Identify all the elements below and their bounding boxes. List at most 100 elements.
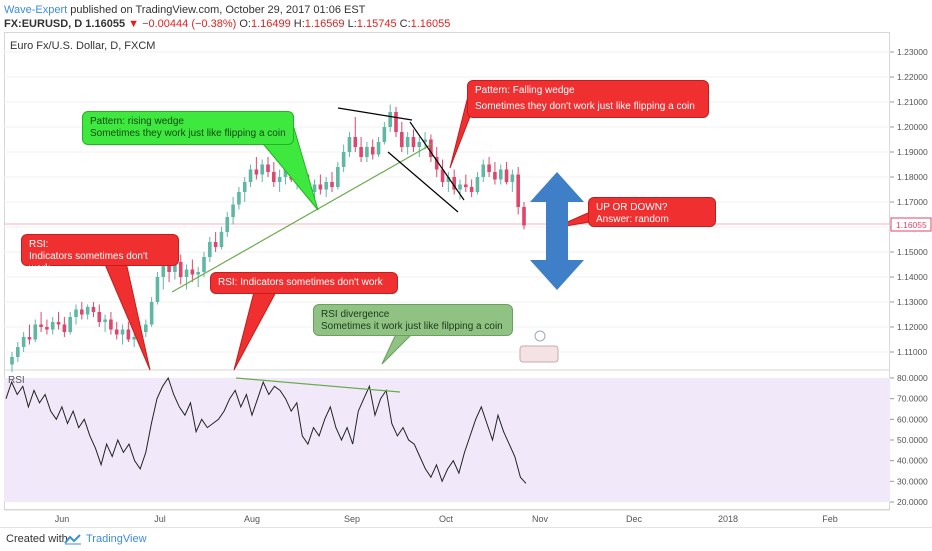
candle-body [27, 337, 32, 340]
candle-body [394, 112, 398, 132]
candle-body [254, 169, 259, 175]
rsi-divergence-line [235, 377, 401, 393]
candle-body [39, 324, 43, 327]
candle-body [452, 177, 456, 190]
candle-body [318, 184, 323, 190]
candle-body [225, 217, 230, 232]
candle-body [103, 319, 107, 322]
x-tick-label: Aug [244, 514, 260, 524]
footer: Created with TradingView [0, 527, 932, 551]
x-tick-label: Oct [439, 514, 454, 524]
candle-body [388, 112, 392, 127]
candle-body [446, 177, 451, 182]
candle-body [277, 177, 282, 182]
high-value: 1.16569 [304, 18, 345, 30]
candle-body [56, 322, 61, 325]
candle-body [178, 262, 183, 277]
candle-body [266, 164, 270, 172]
candle-body [85, 307, 90, 315]
candle-body [475, 177, 480, 192]
rsi-callout-left: RSI: Indicators sometimes don't work [21, 234, 179, 274]
y-tick-label: 1.18000 [897, 172, 928, 182]
price-tag-box [890, 217, 932, 232]
candle-body [161, 264, 166, 277]
candle-body [120, 329, 125, 335]
author-link[interactable]: Wave-Expert [4, 4, 68, 16]
flag-event-icon [519, 345, 559, 363]
callout-line: Pattern: rising wedge [90, 116, 184, 127]
rsi-callout-mid: RSI: Indicators sometimes don't work [210, 272, 398, 294]
event-marker-icon [534, 330, 546, 342]
candle-body [522, 207, 526, 226]
high-label: H: [293, 18, 305, 30]
low-value: 1.15745 [356, 18, 397, 30]
down-arrow-icon [530, 232, 584, 290]
wedge-right-line [409, 121, 465, 201]
candle-body [498, 169, 503, 180]
candle-body [97, 312, 102, 322]
candle-body [190, 269, 195, 275]
rsi-y-tick-label: 20.0000 [897, 497, 928, 507]
rsi-line [5, 376, 527, 484]
y-tick-label: 1.22000 [897, 72, 928, 82]
candle-body [370, 147, 375, 155]
rsi-y-tick-label: 40.0000 [897, 456, 928, 466]
x-tick-label: Nov [532, 514, 549, 524]
wedge-upper-line [337, 107, 413, 121]
candle-body [10, 357, 14, 365]
tradingview-logo-icon [64, 534, 81, 545]
tradingview-link[interactable]: TradingView [86, 533, 147, 545]
candle-body [405, 137, 410, 147]
candle-body [440, 169, 445, 182]
quote-line: FX:EURUSD, D 1.16055 ▼ −0.00444 (−0.38%)… [4, 18, 450, 30]
y-tick-label: 1.11000 [897, 347, 927, 357]
candle-body [114, 329, 119, 335]
callout-line: Indicators sometimes don't work [29, 251, 148, 274]
candle-body [68, 317, 72, 332]
x-tick-label: Jun [55, 514, 70, 524]
x-tick-label: Dec [626, 514, 643, 524]
candle-body [272, 172, 276, 182]
candle-body [312, 184, 317, 192]
candle-body [324, 182, 328, 190]
candle-body [510, 174, 515, 182]
candle-body [516, 174, 520, 207]
publish-info: published on TradingView.com, October 29… [70, 4, 366, 16]
candle-body [469, 187, 474, 192]
rsi-y-tick-label: 30.0000 [897, 476, 928, 486]
candle-body [493, 172, 497, 180]
candle-body [21, 337, 26, 347]
candle-body [382, 127, 387, 142]
candle-body [417, 142, 422, 147]
candle-body [336, 167, 340, 187]
last-price: 1.16055 [85, 18, 126, 30]
candle-body [144, 324, 148, 332]
y-tick-label: 1.13000 [897, 297, 928, 307]
candle-body [347, 137, 352, 152]
candle-body [74, 309, 78, 317]
candle-body [359, 147, 363, 157]
candle-body [411, 137, 416, 147]
candle-body [341, 152, 346, 167]
rising-wedge-callout: Pattern: rising wedge Sometimes they wor… [82, 111, 294, 145]
candle-body [353, 137, 358, 147]
chart-title: Euro Fx/U.S. Dollar, D, FXCM [10, 40, 156, 52]
up-arrow-icon [530, 172, 584, 232]
y-tick-label: 1.15000 [897, 247, 928, 257]
candle-body [33, 324, 38, 340]
candle-body [376, 142, 381, 155]
y-tick-label: 1.20000 [897, 122, 928, 132]
candle-body [219, 232, 224, 247]
candle-body [231, 204, 235, 217]
rsi-y-tick-label: 60.0000 [897, 414, 928, 424]
candle-body [155, 277, 160, 302]
x-tick-label: Feb [822, 514, 838, 524]
candle-body [208, 242, 212, 257]
callout-line: Sometimes they don't work just like flip… [475, 101, 695, 112]
rising-trendline [171, 143, 433, 293]
falling-wedge-callout: Pattern: Falling wedge Sometimes they do… [467, 80, 709, 118]
callout-line: RSI: Indicators sometimes don't work [218, 277, 383, 288]
wedge-lower-line [387, 151, 459, 213]
y-tick-label: 1.14000 [897, 272, 928, 282]
